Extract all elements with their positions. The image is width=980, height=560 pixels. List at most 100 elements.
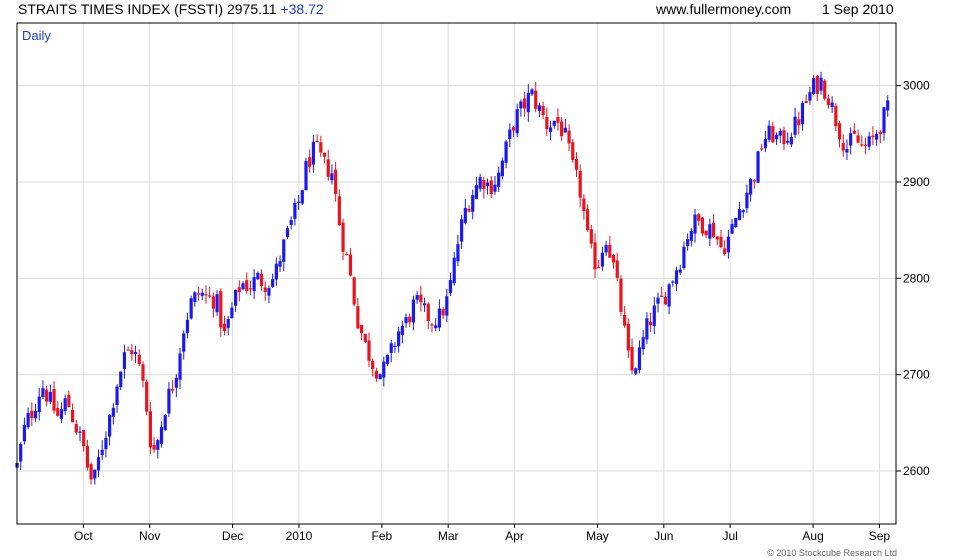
price-bar: [504, 139, 508, 169]
price-bar: [611, 253, 616, 269]
price-bar: [760, 143, 764, 152]
price-bar: [89, 462, 93, 485]
price-bar: [882, 106, 886, 141]
price-bar: [289, 216, 293, 230]
price-bar: [867, 131, 871, 151]
price-bar: [600, 246, 605, 271]
price-bar: [671, 280, 675, 287]
price-bar: [556, 108, 560, 131]
price-bar: [208, 286, 212, 299]
price-bar: [122, 344, 127, 379]
price-bar: [711, 214, 716, 239]
price-bar: [478, 173, 482, 192]
price-bar: [789, 132, 793, 148]
price-bar: [152, 437, 156, 453]
price-bar: [804, 94, 808, 104]
price-bar: [93, 469, 97, 485]
price-bar: [834, 103, 838, 132]
price-bar: [726, 230, 730, 259]
x-tick-label: Aug: [802, 529, 823, 543]
price-bar: [104, 431, 108, 458]
price-bar: [145, 379, 149, 415]
price-bar: [356, 298, 360, 330]
price-bar: [430, 322, 434, 333]
price-bar: [148, 401, 152, 455]
price-bar: [348, 248, 353, 277]
price-bar: [723, 240, 727, 256]
price-bar: [293, 198, 297, 226]
price-bar: [178, 347, 182, 390]
price-bar: [182, 330, 186, 360]
price-bar: [489, 176, 493, 199]
price-bar: [408, 313, 412, 327]
price-bar: [708, 218, 712, 247]
price-bar: [185, 312, 190, 339]
price-bar: [100, 440, 104, 460]
price-bar: [52, 381, 56, 414]
price-bar: [241, 281, 245, 291]
price-bar: [374, 367, 378, 383]
price-bar: [119, 371, 123, 391]
price-bar: [571, 138, 575, 163]
price-bar: [415, 291, 419, 304]
price-bar: [56, 401, 60, 417]
price-bar: [560, 116, 564, 141]
price-bar: [637, 340, 642, 374]
price-bar: [211, 292, 215, 318]
x-tick-label: Jun: [654, 529, 673, 543]
copyright-credit: © 2010 Stockcube Research Ltd: [767, 548, 897, 558]
price-bar: [48, 384, 52, 404]
price-bar: [667, 283, 671, 315]
price-bar: [648, 312, 653, 333]
price-bar: [856, 129, 860, 144]
price-bar: [886, 95, 890, 117]
price-bar: [315, 134, 319, 143]
price-bar: [878, 129, 882, 144]
x-tick-label: Apr: [505, 529, 524, 543]
price-bar: [296, 194, 301, 210]
price-bar: [874, 130, 879, 146]
price-bar: [771, 121, 775, 143]
price-bar: [156, 438, 160, 459]
price-bar: [222, 316, 227, 336]
price-bar: [511, 126, 516, 137]
x-tick-label: Mar: [438, 529, 459, 543]
price-bar: [345, 252, 349, 256]
price-bar: [267, 285, 271, 304]
price-bar: [634, 367, 638, 376]
price-bar: [567, 124, 571, 151]
price-bar: [159, 421, 164, 448]
price-bar: [800, 100, 805, 131]
price-bar: [578, 164, 582, 207]
price-bar: [367, 332, 371, 368]
price-bar: [167, 382, 171, 417]
price-bar: [519, 99, 523, 117]
price-bar: [245, 272, 249, 294]
price-bar: [763, 130, 768, 153]
price-bar: [400, 320, 404, 344]
price-bar: [530, 87, 534, 96]
price-bar: [812, 75, 816, 96]
price-bar: [815, 74, 819, 102]
price-bar: [304, 157, 308, 191]
price-bar: [752, 179, 756, 189]
y-tick-label: 2900: [903, 175, 930, 189]
price-bar: [552, 120, 556, 129]
price-bar: [734, 217, 738, 229]
price-bar: [719, 229, 723, 249]
price-bar: [74, 419, 78, 435]
chart-date: 1 Sep 2010: [822, 1, 894, 17]
y-tick-label: 2800: [903, 271, 930, 285]
price-bar: [237, 280, 241, 302]
price-bar: [508, 123, 512, 148]
price-bar: [597, 259, 601, 269]
y-axis: 2600 2700 2800 2900 3000: [896, 79, 930, 478]
chart-title: STRAITS TIMES INDEX (FSSTI) 2975.11 +38.…: [18, 0, 324, 18]
y-tick-label: 2600: [903, 464, 930, 478]
price-bar: [133, 345, 138, 363]
price-bar: [797, 111, 801, 135]
price-bar: [541, 101, 545, 119]
price-bar: [697, 213, 701, 226]
price-bar: [645, 312, 649, 345]
price-bar: [641, 330, 645, 355]
